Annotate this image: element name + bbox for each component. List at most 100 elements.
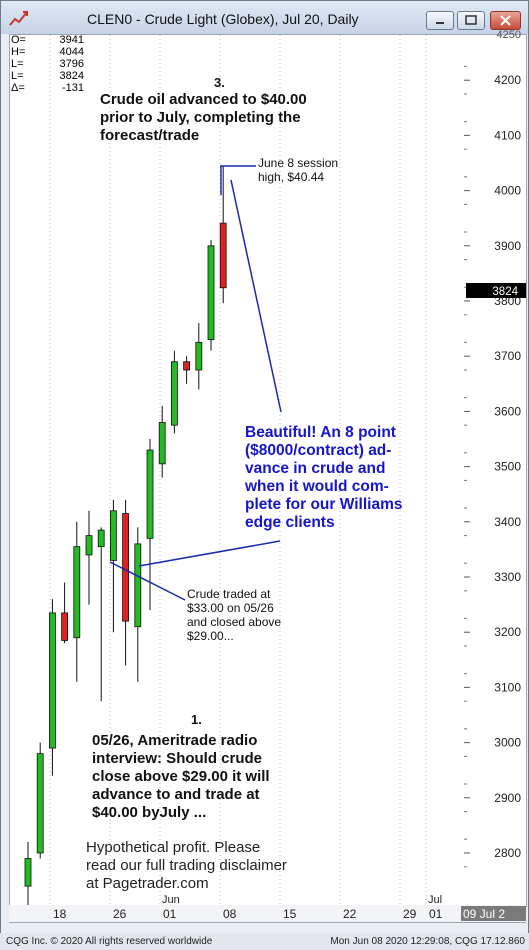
annotation-3-line: prior to July, completing the: [100, 109, 301, 126]
candle-down[interactable]: [122, 513, 129, 622]
ohlc-value-low: 3796: [60, 58, 84, 70]
y-tick-label: 3900: [494, 239, 521, 253]
blue-note-line: when it would com-: [244, 478, 389, 495]
candle-up[interactable]: [158, 422, 166, 465]
y-tick-label: 4100: [494, 128, 521, 142]
disclaimer-line: at Pagetrader.com: [86, 875, 209, 892]
y-tick-label: 3100: [494, 680, 521, 694]
y-tick-label: 3200: [494, 625, 521, 639]
traded-note-line: $29.00...: [187, 629, 234, 643]
minimize-button[interactable]: [426, 11, 454, 30]
candle-down[interactable]: [61, 612, 68, 641]
x-month-label: Jun: [162, 894, 180, 906]
x-tick-label: 26: [113, 907, 127, 921]
ohlc-value-open: 3941: [60, 34, 84, 46]
y-tick-label: 3600: [494, 404, 521, 418]
june8-note-line: high, $40.44: [258, 170, 324, 184]
annotation-1-number: 1.: [191, 712, 202, 727]
y-top-label: 4250: [497, 29, 521, 41]
y-tick-label: 3400: [494, 515, 521, 529]
june8-to-note-line: [230, 179, 282, 413]
last-price-tag-label: 3824: [492, 286, 518, 298]
annotation-3-line: forecast/trade: [100, 127, 199, 144]
title-bar[interactable]: CLEN0 - Crude Light (Globex), Jul 20, Da…: [1, 1, 528, 34]
blue-note-line: edge clients: [245, 514, 335, 531]
traded-pointer-line: [109, 561, 186, 601]
close-icon: [500, 15, 511, 26]
annotation-1-line: $40.00 byJuly ...: [92, 804, 206, 821]
close-button[interactable]: [490, 11, 521, 30]
timestamp-text: Mon Jun 08 2020 12:29:08, CQG 17.12.860: [330, 936, 525, 947]
y-tick-label: 2800: [494, 846, 521, 860]
maximize-button[interactable]: [457, 11, 485, 30]
candle-down[interactable]: [219, 222, 227, 289]
blue-note-line: Beautiful! An 8 point: [245, 424, 396, 441]
x-current-label: 09 Jul 2: [463, 907, 505, 921]
ohlc-value-change: -131: [62, 82, 84, 94]
candle-up[interactable]: [73, 546, 81, 639]
ohlc-label-change: Δ=: [11, 82, 25, 94]
ohlc-label-high: H=: [11, 46, 25, 58]
traded-note-line: Crude traded at: [187, 587, 271, 601]
note-to-candle-line: [138, 540, 281, 567]
blue-note-line: ($8000/contract) ad-: [245, 442, 391, 459]
candle-down[interactable]: [183, 361, 191, 371]
price-axis[interactable]: [464, 34, 527, 907]
candle-up[interactable]: [85, 535, 93, 556]
maximize-icon: [465, 15, 477, 25]
candle-up[interactable]: [134, 543, 142, 628]
y-tick-label: 4000: [494, 184, 521, 198]
traded-note-line: $33.00 on 05/26: [187, 601, 274, 615]
annotation-3-number: 3.: [214, 75, 225, 90]
y-tick-label: 3300: [494, 570, 521, 584]
y-tick-label: 3000: [494, 736, 521, 750]
chart-app-icon: [9, 11, 28, 26]
window-title: CLEN0 - Crude Light (Globex), Jul 20, Da…: [87, 11, 359, 27]
candle-up[interactable]: [110, 510, 117, 561]
status-bar: CQG Inc. © 2020 All rights reserved worl…: [0, 933, 529, 950]
x-current-marker: [461, 906, 526, 921]
x-tick-label: 29: [403, 907, 417, 921]
june8-note-line: June 8 session: [258, 156, 338, 170]
disclaimer-line: read our full trading disclaimer: [86, 857, 287, 874]
x-tick-label: 08: [223, 907, 237, 921]
disclaimer-line: Hypothetical profit. Please: [86, 839, 260, 856]
x-tick-label: 15: [283, 907, 297, 921]
candle-up[interactable]: [146, 449, 154, 539]
annotation-1-line: interview: Should crude: [92, 750, 262, 767]
ohlc-label-last: L=: [11, 70, 24, 82]
x-tick-label: 22: [343, 907, 357, 921]
candle-up[interactable]: [24, 858, 32, 887]
annotation-3-line: Crude oil advanced to $40.00: [100, 91, 307, 108]
x-tick-label: 18: [53, 907, 67, 921]
candle-up[interactable]: [195, 341, 203, 371]
minimize-icon: [436, 22, 444, 24]
date-axis[interactable]: [9, 905, 526, 923]
ohlc-value-high: 4044: [60, 46, 84, 58]
annotation-1-line: advance to and trade at: [92, 786, 260, 803]
x-tick-label: 01: [163, 907, 177, 921]
ohlc-label-low: L=: [11, 58, 24, 70]
candle-up[interactable]: [97, 529, 105, 548]
y-tick-label: 2900: [494, 791, 521, 805]
ohlc-label-open: O=: [11, 34, 26, 46]
last-price-tag: [466, 283, 526, 298]
candle-up[interactable]: [207, 245, 215, 341]
x-month-label: Jul: [428, 894, 442, 906]
annotation-1-line: close above $29.00 it will: [92, 768, 270, 785]
copyright-text: CQG Inc. © 2020 All rights reserved worl…: [6, 936, 213, 947]
traded-note-line: and closed above: [187, 615, 281, 629]
y-tick-label: 3700: [494, 349, 521, 363]
annotation-1-line: 05/26, Ameritrade radio: [92, 732, 257, 749]
y-tick-label: 3500: [494, 460, 521, 474]
price-chart: 2800 2900 3000 3100 3200 3300 3400 3500 3600 3700…: [11, 29, 526, 921]
plot-area[interactable]: [9, 34, 466, 907]
ohlc-value-last: 3824: [60, 70, 84, 82]
blue-note-line: vance in crude and: [245, 460, 385, 477]
blue-note-line: plete for our Williams: [245, 496, 402, 513]
candle-up[interactable]: [49, 612, 56, 749]
y-tick-label: 4200: [494, 73, 521, 87]
x-tick-label: 01: [429, 907, 443, 921]
candle-up[interactable]: [170, 361, 178, 426]
candle-up[interactable]: [36, 753, 44, 854]
